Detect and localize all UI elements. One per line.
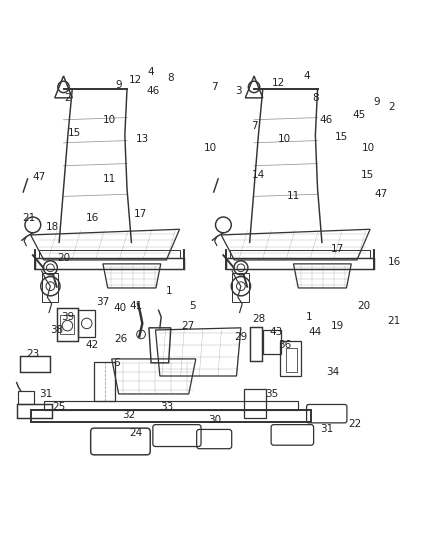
Text: 26: 26 (114, 334, 127, 344)
Text: 33: 33 (160, 402, 173, 411)
Text: 10: 10 (361, 143, 374, 154)
Text: 30: 30 (208, 415, 221, 425)
Bar (286, 348, 297, 372)
Text: 39: 39 (61, 312, 74, 322)
Text: 42: 42 (85, 341, 99, 350)
Text: 7: 7 (211, 82, 218, 92)
Text: 22: 22 (348, 419, 361, 429)
Text: 40: 40 (114, 303, 127, 313)
Text: 10: 10 (103, 115, 116, 125)
Text: 16: 16 (388, 257, 401, 267)
Text: 9: 9 (373, 97, 380, 107)
Text: 46: 46 (320, 115, 333, 125)
Text: 15: 15 (335, 132, 348, 142)
Text: 36: 36 (278, 341, 291, 350)
Text: 11: 11 (287, 191, 300, 201)
Text: 29: 29 (234, 332, 247, 342)
Bar (244, 389, 266, 418)
Text: 8: 8 (167, 73, 174, 83)
Bar (94, 361, 115, 401)
Text: 5: 5 (189, 301, 196, 311)
Text: 18: 18 (46, 222, 59, 232)
Text: 1: 1 (165, 286, 172, 296)
Text: 2: 2 (389, 102, 396, 111)
Bar (230, 250, 370, 258)
Bar (39, 250, 180, 258)
Text: 47: 47 (33, 172, 46, 182)
Bar (263, 330, 281, 354)
Text: 23: 23 (26, 349, 39, 359)
Bar (226, 258, 374, 269)
Text: 20: 20 (357, 301, 370, 311)
Bar (44, 401, 298, 410)
Text: 25: 25 (53, 402, 66, 411)
Text: 4: 4 (303, 71, 310, 81)
Text: 15: 15 (68, 128, 81, 138)
Text: 19: 19 (331, 321, 344, 330)
Text: 8: 8 (312, 93, 319, 103)
Bar (250, 327, 262, 361)
Bar (18, 391, 34, 405)
Text: 14: 14 (252, 169, 265, 180)
Text: 34: 34 (326, 367, 339, 377)
Text: 35: 35 (265, 389, 278, 399)
Text: 9: 9 (115, 80, 122, 90)
Text: 3: 3 (235, 86, 242, 96)
Text: 10: 10 (278, 134, 291, 144)
Bar (280, 341, 301, 376)
Text: 47: 47 (374, 189, 388, 199)
Text: 46: 46 (147, 86, 160, 96)
Text: 2: 2 (64, 93, 71, 103)
Text: 16: 16 (85, 213, 99, 223)
Bar (232, 273, 249, 302)
Bar (78, 310, 95, 336)
Text: 41: 41 (129, 301, 142, 311)
Bar (35, 258, 184, 269)
Text: 24: 24 (129, 428, 142, 438)
Text: 32: 32 (123, 410, 136, 421)
Text: 12: 12 (129, 75, 142, 85)
Text: 38: 38 (50, 325, 64, 335)
Text: 12: 12 (272, 77, 285, 87)
Text: 4: 4 (148, 67, 155, 77)
Text: 15: 15 (361, 169, 374, 180)
Text: 45: 45 (353, 110, 366, 120)
Text: 7: 7 (251, 122, 258, 131)
Text: 13: 13 (136, 134, 149, 144)
Text: 44: 44 (309, 327, 322, 337)
Text: 43: 43 (269, 327, 283, 337)
Bar (17, 405, 52, 418)
Text: 27: 27 (182, 321, 195, 330)
Text: 31: 31 (39, 389, 53, 399)
Bar (42, 273, 58, 302)
Bar (57, 308, 78, 341)
Text: 11: 11 (103, 174, 116, 184)
Text: 31: 31 (320, 424, 333, 433)
Text: 17: 17 (331, 244, 344, 254)
Text: 21: 21 (22, 213, 35, 223)
Bar (20, 356, 50, 372)
Text: 21: 21 (388, 316, 401, 326)
Text: 6: 6 (113, 358, 120, 368)
Bar (31, 410, 311, 422)
Text: 20: 20 (57, 253, 70, 263)
Bar (60, 314, 74, 334)
Text: 37: 37 (96, 296, 110, 306)
Text: 10: 10 (204, 143, 217, 154)
Text: 1: 1 (305, 312, 312, 322)
Text: 17: 17 (134, 209, 147, 219)
Text: 28: 28 (252, 314, 265, 324)
